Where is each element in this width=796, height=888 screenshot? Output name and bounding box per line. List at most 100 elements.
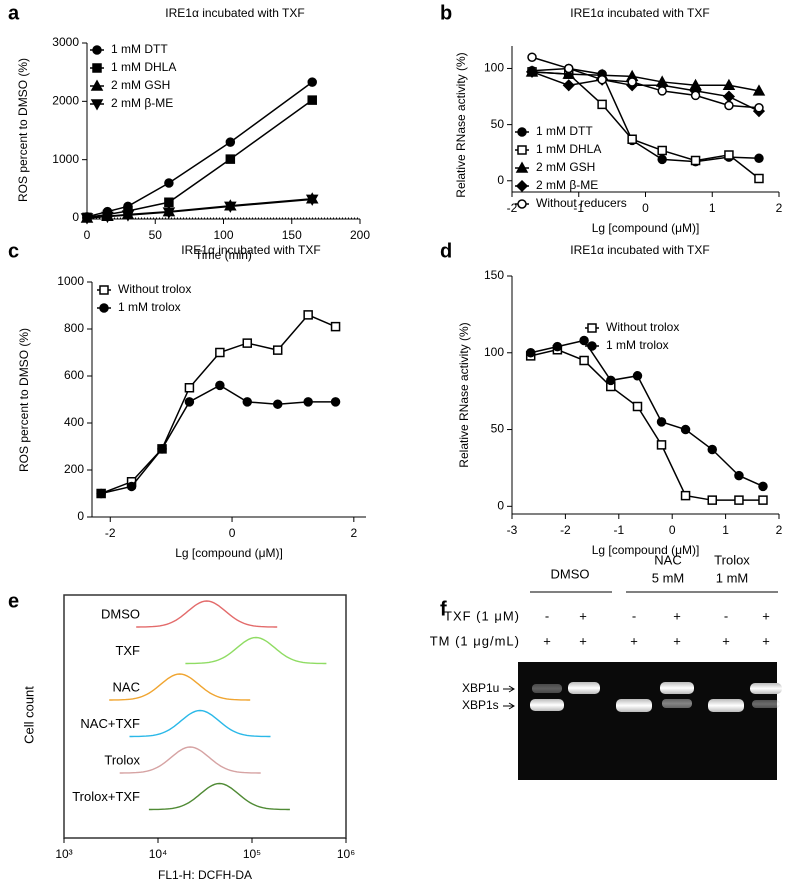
legend-label: 1 mM DTT — [111, 42, 168, 56]
marker — [579, 355, 589, 366]
marker — [722, 78, 736, 91]
marker — [597, 74, 607, 85]
series-line — [531, 67, 760, 163]
y-axis-label: Relative RNase activity (%) — [457, 322, 471, 467]
sign: + — [579, 633, 587, 648]
marker — [162, 207, 176, 219]
y-axis-label: ROS percent to DMSO (%) — [16, 58, 30, 202]
marker — [707, 495, 717, 505]
sign: - — [632, 608, 636, 623]
y-tick-label: 200 — [64, 462, 84, 476]
y-tick-label: 2000 — [52, 94, 79, 108]
marker — [101, 211, 114, 224]
y-tick-label: 1000 — [57, 274, 84, 288]
sign: + — [673, 608, 681, 623]
marker — [517, 145, 527, 155]
y-tick-label: 50 — [491, 422, 505, 436]
legend-label: Without trolox — [606, 320, 679, 334]
marker — [303, 397, 313, 407]
marker — [96, 488, 106, 499]
x-tick-label: -3 — [507, 523, 518, 537]
marker — [656, 417, 667, 427]
marker — [724, 150, 734, 160]
marker — [632, 401, 643, 412]
marker — [656, 440, 667, 450]
histogram-curve — [185, 636, 327, 665]
gel-bands — [530, 682, 782, 712]
marker — [587, 341, 597, 351]
marker — [527, 52, 537, 62]
legend-label: 1 mM trolox — [606, 338, 669, 352]
marker — [225, 137, 236, 147]
x-tick-label: -2 — [105, 526, 116, 540]
marker — [734, 495, 744, 505]
y-tick-label: 1000 — [52, 152, 79, 166]
group-label: 1 mM — [716, 570, 749, 585]
marker — [303, 310, 313, 320]
marker — [627, 134, 637, 144]
sample-label: NAC+TXF — [80, 716, 140, 731]
panel-letter: c — [8, 240, 19, 262]
marker — [552, 341, 563, 352]
y-tick-label: 50 — [491, 117, 505, 131]
sign: + — [673, 633, 681, 648]
marker — [627, 77, 637, 87]
panel-letter: b — [440, 2, 452, 24]
marker — [92, 63, 102, 73]
series-line — [531, 71, 760, 180]
x-tick-label: 10⁵ — [243, 847, 261, 861]
marker — [752, 84, 766, 96]
band-label: XBP1u — [462, 681, 499, 695]
sign: + — [543, 633, 551, 648]
x-tick-label: 0 — [669, 523, 676, 537]
band-label: XBP1s — [462, 698, 499, 712]
marker — [754, 173, 764, 184]
x-tick-label: 10⁴ — [149, 847, 168, 861]
sample-label: Trolox+TXF — [72, 789, 140, 804]
marker — [657, 86, 667, 96]
marker — [525, 348, 536, 358]
histogram-curve — [136, 600, 278, 628]
legend-label: 2 mM β-ME — [111, 96, 173, 110]
marker — [242, 397, 253, 407]
group-label: NAC — [654, 552, 681, 567]
chart-title: IRE1α incubated with TXF — [570, 243, 709, 257]
marker — [517, 127, 527, 137]
marker — [272, 345, 283, 355]
row-label: TM (1 μg/mL) — [430, 633, 520, 648]
y-tick-label: 0 — [497, 498, 504, 512]
x-tick-label: 200 — [350, 228, 370, 242]
x-tick-label: 0 — [84, 228, 91, 242]
x-tick-label: 2 — [350, 526, 357, 540]
legend-label: 1 mM DHLA — [536, 142, 601, 156]
marker — [632, 371, 643, 381]
series-line — [531, 71, 760, 112]
y-axis-label: Cell count — [21, 686, 36, 744]
sign: + — [630, 633, 638, 648]
marker — [225, 154, 236, 164]
x-tick-label: 0 — [642, 201, 649, 215]
marker — [707, 444, 717, 455]
sign: - — [545, 608, 549, 623]
x-tick-label: 1 — [722, 523, 729, 537]
y-tick-label: 100 — [484, 345, 504, 359]
x-axis-label: Lg [compound (μM)] — [592, 543, 700, 557]
gel-image — [518, 662, 777, 780]
band-arrow-head — [508, 702, 515, 710]
series-line — [531, 71, 760, 92]
histogram-curve — [109, 673, 251, 701]
y-tick-label: 400 — [64, 415, 84, 429]
y-tick-label: 3000 — [52, 35, 79, 49]
y-tick-label: 0 — [77, 509, 84, 523]
marker — [722, 90, 735, 103]
chart-title: IRE1α incubated with TXF — [181, 243, 320, 257]
marker — [99, 285, 109, 295]
marker — [80, 213, 94, 225]
x-tick-label: 10⁶ — [337, 847, 355, 861]
y-tick-label: 600 — [64, 368, 84, 382]
x-tick-label: 150 — [282, 228, 302, 242]
legend-label: 2 mM GSH — [111, 78, 170, 92]
sign: + — [762, 608, 770, 623]
legend-label: 2 mM GSH — [536, 160, 595, 174]
x-axis-label: Lg [compound (μM)] — [592, 221, 700, 235]
